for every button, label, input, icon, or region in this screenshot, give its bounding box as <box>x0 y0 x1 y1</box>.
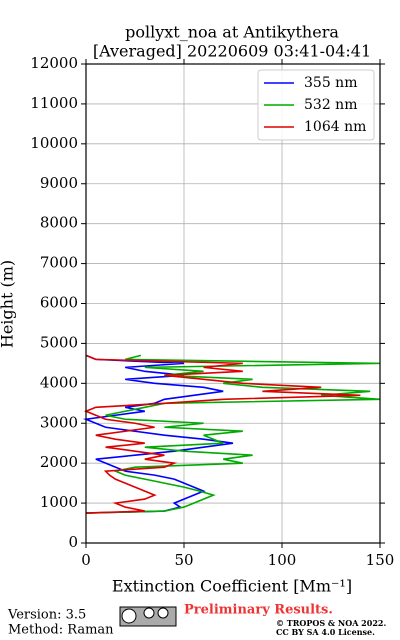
x-tick-label: 0 <box>81 551 91 569</box>
y-tick-label: 9000 <box>40 174 78 192</box>
y-tick-label: 6000 <box>40 294 78 312</box>
x-tick-label: 50 <box>174 551 193 569</box>
y-tick-label: 4000 <box>40 373 78 391</box>
chart-title: pollyxt_noa at Antikythera <box>125 23 339 42</box>
y-tick-label: 11000 <box>30 94 78 112</box>
profile-line <box>82 354 234 514</box>
legend-label: 355 nm <box>304 75 357 91</box>
y-tick-label: 1000 <box>40 493 78 511</box>
y-tick-label: 5000 <box>40 333 78 351</box>
y-tick-label: 10000 <box>30 134 78 152</box>
status: Preliminary Results. <box>184 603 333 618</box>
method: Method: Raman <box>8 623 114 638</box>
version: Version: 3.5 <box>7 608 86 623</box>
x-tick-label: 100 <box>268 551 297 569</box>
profile-line <box>83 354 361 514</box>
y-tick-label: 12000 <box>30 54 78 72</box>
x-tick-label: 150 <box>366 551 395 569</box>
copyright: © TROPOS & NOA 2022. <box>276 618 386 628</box>
license: CC BY SA 4.0 License. <box>276 627 375 637</box>
y-tick-label: 7000 <box>40 254 78 272</box>
chart-subtitle: [Averaged] 20220609 03:41-04:41 <box>93 42 371 61</box>
cc-icon <box>119 606 177 627</box>
x-axis-label: Extinction Coefficient [Mm⁻¹] <box>112 577 352 596</box>
y-tick-label: 8000 <box>40 214 78 232</box>
y-tick-label: 3000 <box>40 413 78 431</box>
legend-label: 1064 nm <box>304 119 366 135</box>
y-axis-label: Height (m) <box>0 260 17 348</box>
y-tick-label: 0 <box>68 533 78 551</box>
legend-box <box>257 69 375 141</box>
plot-frame <box>85 63 381 544</box>
y-tick-label: 2000 <box>40 453 78 471</box>
legend-label: 532 nm <box>304 97 357 113</box>
